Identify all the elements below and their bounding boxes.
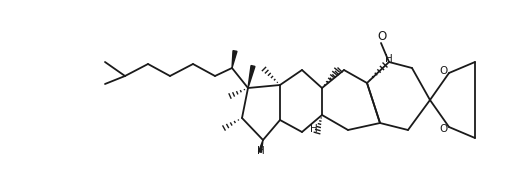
Polygon shape [232, 51, 237, 68]
Text: O: O [377, 29, 387, 43]
Polygon shape [248, 66, 255, 88]
Text: H: H [257, 146, 265, 156]
Text: O: O [439, 124, 447, 134]
Text: H: H [385, 54, 393, 64]
Text: O: O [439, 66, 447, 76]
Text: H: H [310, 124, 318, 134]
Polygon shape [259, 140, 263, 152]
